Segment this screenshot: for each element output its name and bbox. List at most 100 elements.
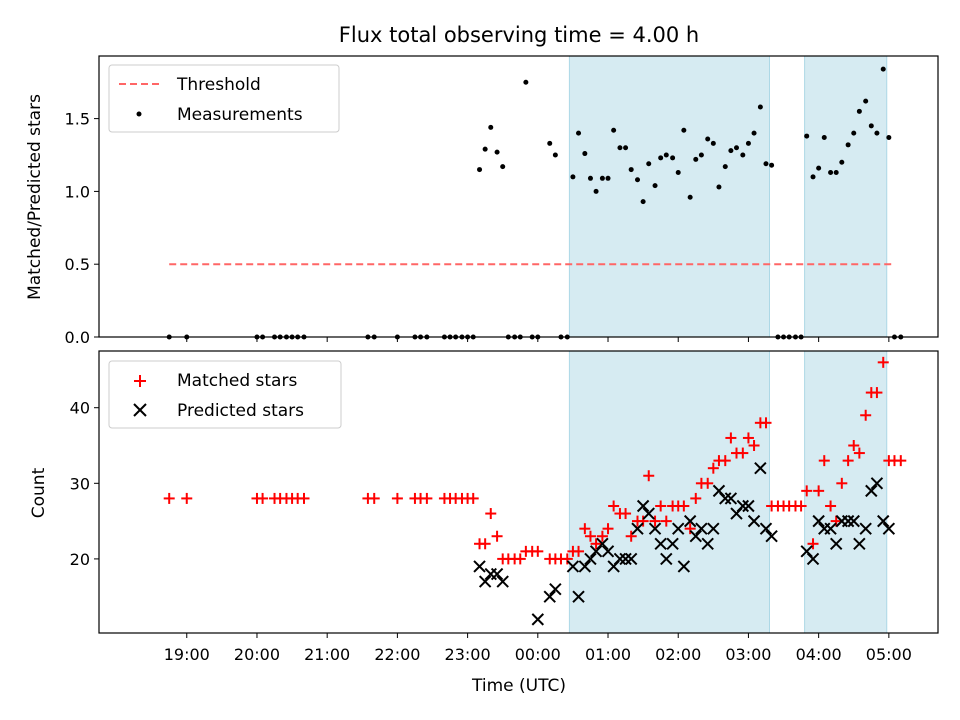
bottom-y-axis-label: Count [29,467,49,518]
predicted-star-point [829,537,843,550]
measurement-point [839,159,845,165]
bottom-x-tick: 21:00 [304,633,350,664]
matched-star-point [690,492,702,504]
matched-star-point [584,530,596,542]
matched-star-point [860,409,872,421]
matched-star-point [467,492,479,504]
matched-star-point [760,417,772,429]
x-tick-label: 20:00 [234,645,280,664]
predicted-star-point [624,552,638,566]
measurement-point [576,130,582,136]
bottom-shaded-intervals [568,350,888,634]
measurement-point [821,135,827,141]
measurement-point [716,184,722,190]
matched-star-point [532,545,544,557]
legend-predicted-swatch [133,403,147,417]
matched-star-point [637,515,649,527]
measurement-point [886,135,892,141]
matched-star-point [801,485,813,497]
measurement-point [593,188,599,194]
x-tick-label: 23:00 [445,645,491,664]
measurement-point [769,162,775,168]
measurement-point [757,104,763,110]
measurement-point [587,175,593,181]
predicted-star-point [882,522,896,535]
matched-star-point [725,432,737,444]
x-tick-label: 04:00 [796,645,842,664]
predicted-star-point [496,575,509,588]
bottom-x-tick: 01:00 [585,633,631,664]
matched-star-point [590,538,602,550]
matched-star-point [655,500,667,512]
measurement-point [698,152,704,158]
predicted-star-point [672,522,685,535]
predicted-star-point [631,522,644,535]
predicted-star-point [642,507,655,520]
measurement-point [763,161,769,167]
matched-star-point [737,447,749,459]
top-shaded-interval [568,55,770,338]
top-y-ticks: 0.0 0.5 1.0 1.5 [65,110,99,347]
predicted-star-point [859,522,872,535]
predicted-star-point [806,552,820,566]
measurement-point [810,174,816,180]
matched-star-point [818,455,830,467]
bottom-legend-frame [108,360,342,429]
measurement-points [166,66,904,340]
matched-star-point [421,492,433,504]
top-y-tick: 1.5 [65,110,99,129]
matched-star-point [573,545,585,557]
legend-predicted-label: Predicted stars [177,401,304,421]
bottom-x-tick: 22:00 [374,633,420,664]
bottom-x-tick: 03:00 [725,633,771,664]
measurement-point [687,194,693,200]
predicted-star-point [841,514,855,528]
top-y-tick-label: 1.5 [65,110,90,129]
bottom-y-tick-label: 30 [70,474,90,493]
matched-star-point [830,515,842,527]
matched-star-point [825,500,837,512]
predicted-star-point [578,560,592,573]
measurement-point [582,151,588,157]
predicted-star-point [566,560,580,573]
legend-measurements-label: Measurements [177,105,303,125]
measurement-point [751,130,757,136]
top-x-ticks [186,337,890,342]
top-axes-frame [98,55,939,338]
matched-star-point [479,538,491,550]
measurement-point [722,164,728,170]
measurement-point [523,79,529,85]
predicted-star-point [666,537,679,550]
top-y-tick: 1.0 [65,182,99,201]
predicted-star-point [877,514,890,528]
predicted-star-point [619,552,632,566]
predicted-star-point [689,530,702,543]
predicted-star-point [853,537,866,550]
measurement-point [670,155,676,161]
predicted-star-point [531,613,545,626]
bottom-x-tick: 04:00 [796,633,842,664]
predicted-star-point [660,552,673,566]
bottom-x-ticks: 19:00 20:00 21:00 22:00 23:00 00:00 01:00 02:00… [164,633,912,664]
measurement-point [880,66,886,72]
matched-star-point [807,538,819,550]
matched-star-point [181,492,193,504]
matched-star-point [702,477,714,489]
matched-star-point [485,508,497,520]
matched-star-point [877,356,889,368]
bottom-y-tick: 40 [70,399,99,418]
measurement-point [635,177,641,183]
matched-star-point [514,553,526,565]
measurement-point [675,169,681,175]
matched-star-point [368,492,380,504]
predicted-star-point [601,545,615,558]
measurement-point [646,161,652,167]
top-y-tick-label: 0.5 [65,255,90,274]
bottom-y-tick-label: 40 [70,399,90,418]
matched-star-point [742,432,754,444]
predicted-star-point [648,522,662,535]
matched-star-point [848,440,860,452]
top-y-axis-label: Matched/Predicted stars [25,94,45,300]
measurement-point [845,142,851,148]
